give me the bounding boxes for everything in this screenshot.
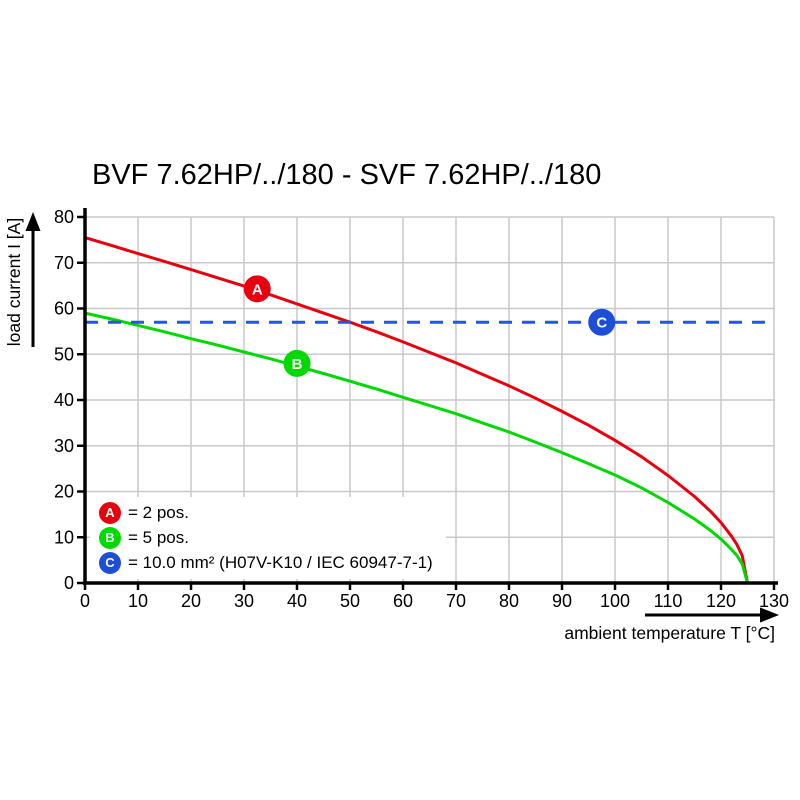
- curve-a: [84, 236, 749, 584]
- x-axis-label: ambient temperature T [°C]: [564, 623, 775, 643]
- x-axis-arrow-icon: [760, 607, 779, 623]
- x-tick-label: 0: [80, 591, 90, 611]
- chart-legend: A = 2 pos. B = 5 pos. C = 10.0 mm² (H07V…: [90, 497, 446, 579]
- x-tick-label: 90: [552, 591, 572, 611]
- marker-letter-a: A: [252, 281, 263, 298]
- legend-text-wire-spec: = 10.0 mm² (H07V-K10 / IEC 60947-7-1): [128, 552, 433, 572]
- y-tick-label: 40: [54, 390, 74, 410]
- x-tick-label: 50: [340, 591, 360, 611]
- marker-a: [243, 275, 271, 303]
- y-tick-label: 0: [64, 573, 74, 593]
- x-tick-label: 20: [181, 591, 201, 611]
- y-tick-label: 10: [54, 527, 74, 547]
- x-tick-label: 40: [287, 591, 307, 611]
- x-tick-label: 30: [234, 591, 254, 611]
- legend-item-2pos: A = 2 pos.: [90, 500, 446, 525]
- curve-b: [84, 311, 749, 584]
- x-tick-label: 60: [393, 591, 413, 611]
- x-tick-label: 10: [128, 591, 148, 611]
- x-tick-label: 110: [654, 591, 683, 611]
- x-tick-label: 80: [499, 591, 519, 611]
- legend-badge-c: C: [99, 551, 121, 574]
- legend-badge-b: B: [99, 526, 121, 549]
- legend-text-2pos: = 2 pos.: [128, 502, 189, 522]
- x-tick-label: 130: [759, 591, 789, 611]
- marker-letter-c: C: [596, 315, 607, 332]
- y-tick-label: 30: [54, 436, 74, 456]
- y-axis-label: load current I [A]: [4, 218, 24, 346]
- legend-badge-a: A: [99, 501, 121, 524]
- y-axis-arrow-icon: [25, 212, 41, 231]
- marker-letter-b: B: [292, 356, 303, 373]
- legend-item-wire-spec: C = 10.0 mm² (H07V-K10 / IEC 60947-7-1): [90, 550, 446, 575]
- x-tick-label: 70: [446, 591, 466, 611]
- chart-title: BVF 7.62HP/../180 - SVF 7.62HP/../180: [92, 159, 602, 191]
- legend-text-5pos: = 5 pos.: [128, 527, 189, 547]
- marker-b: [283, 349, 311, 377]
- y-tick-label: 20: [54, 482, 74, 502]
- y-tick-label: 80: [54, 207, 74, 227]
- y-tick-label: 70: [54, 253, 74, 273]
- marker-c: [588, 308, 616, 336]
- y-tick-label: 50: [54, 344, 74, 364]
- x-tick-label: 100: [600, 591, 630, 611]
- legend-item-5pos: B = 5 pos.: [90, 525, 446, 550]
- y-tick-label: 60: [54, 299, 74, 319]
- x-tick-label: 120: [706, 591, 736, 611]
